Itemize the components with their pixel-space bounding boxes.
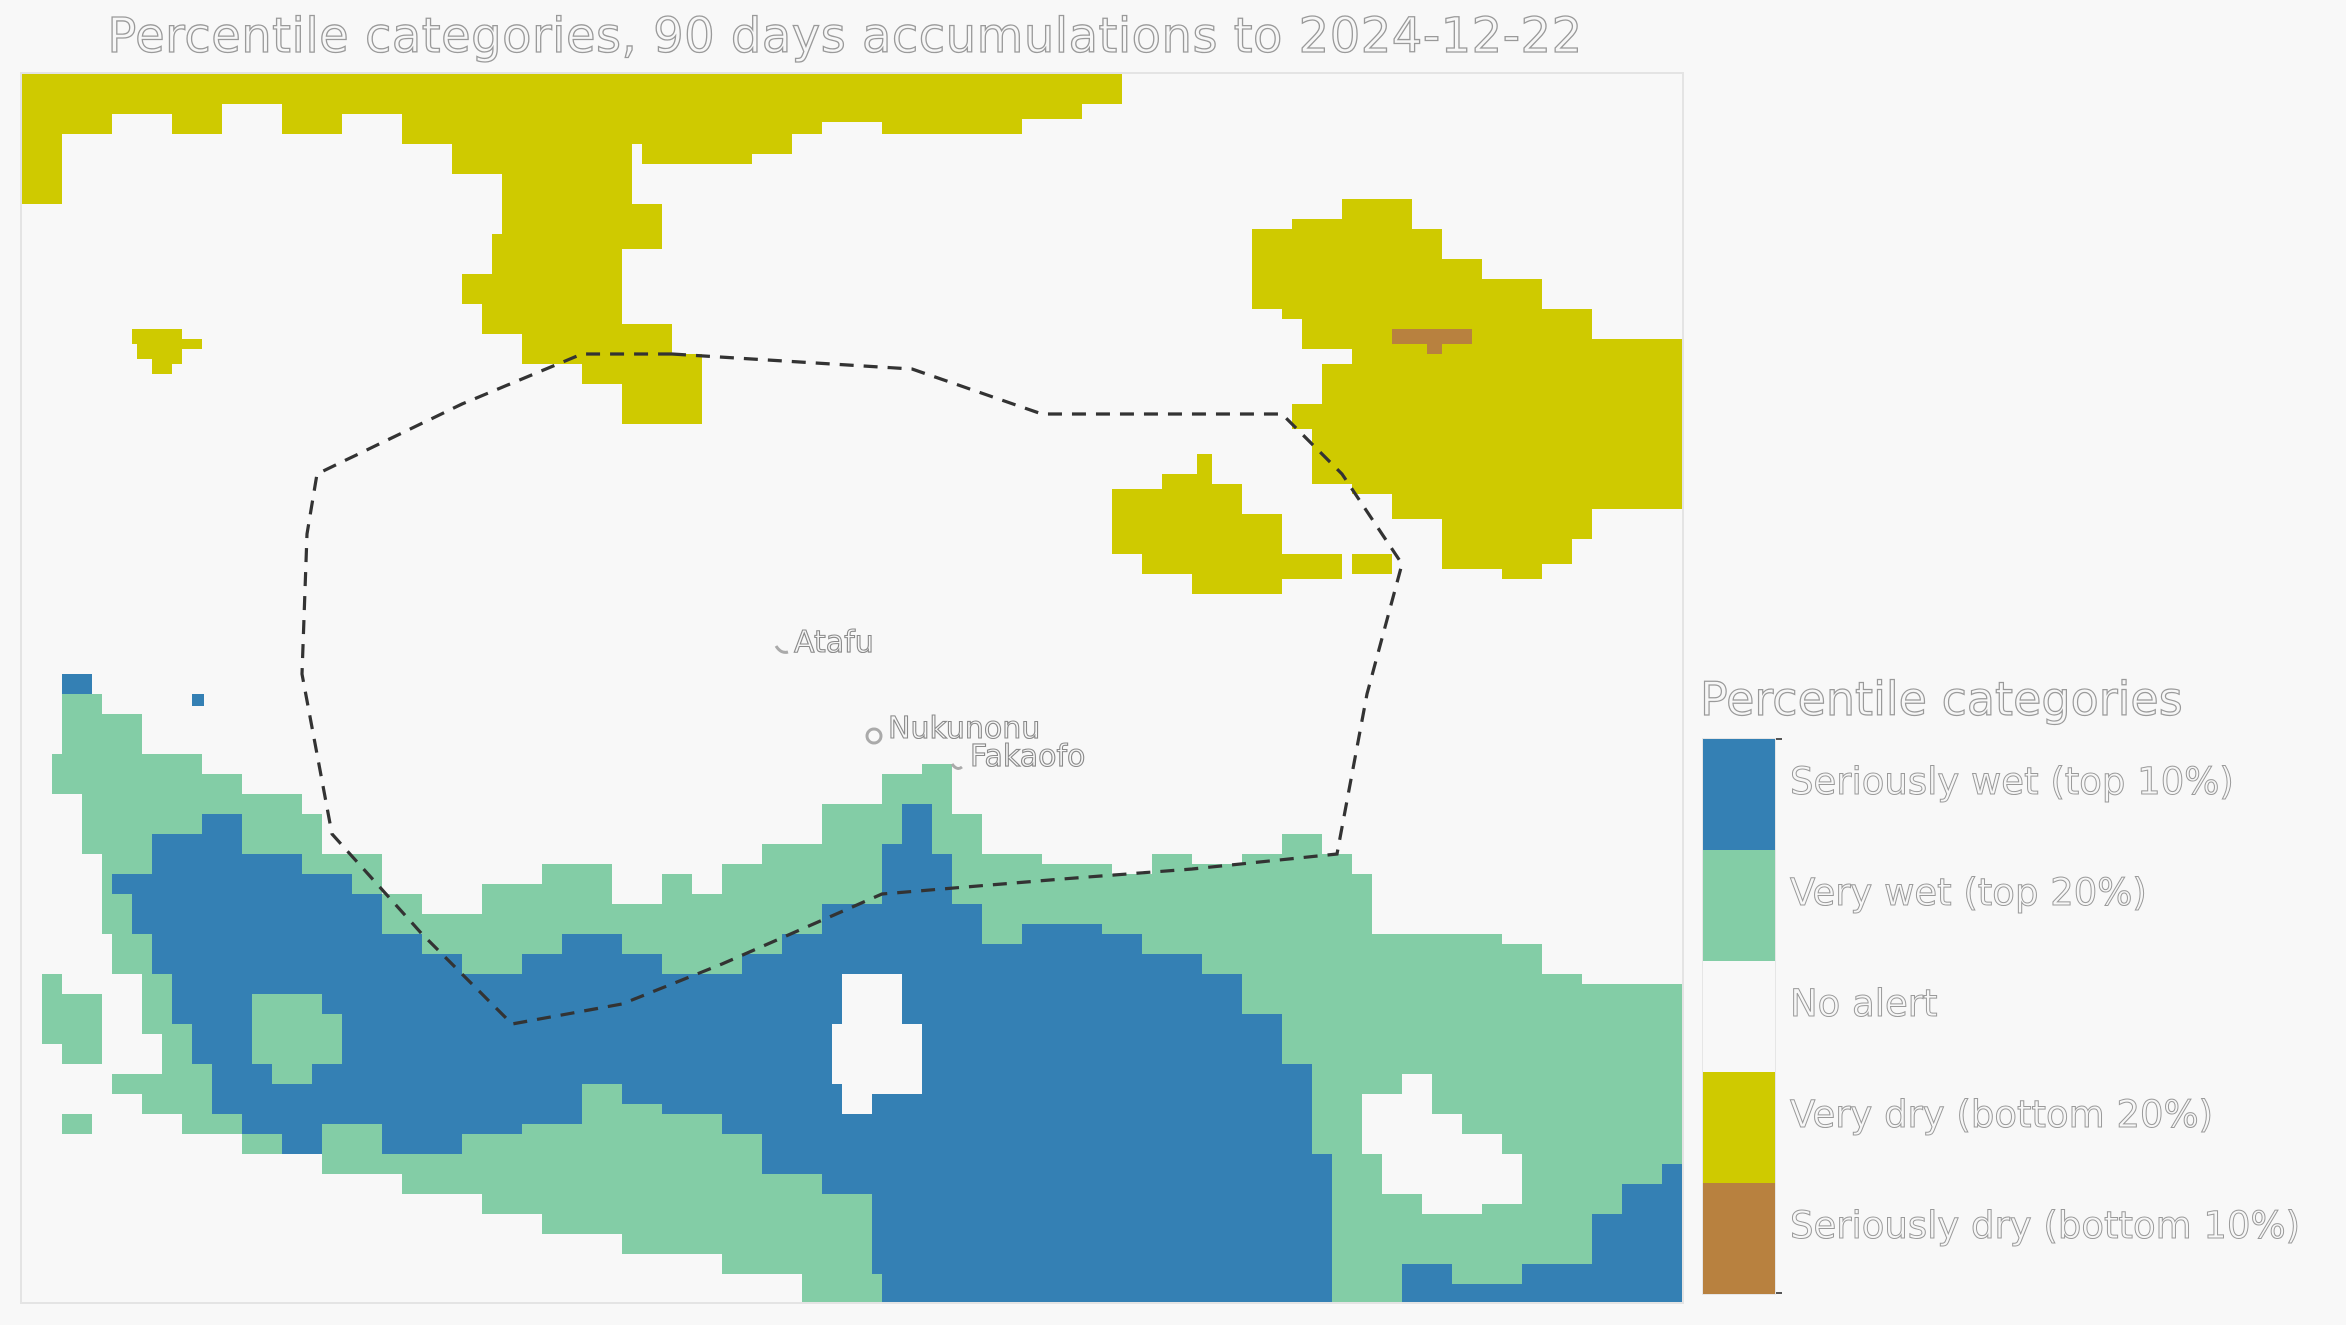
legend-label-very-dry: Very dry (bottom 20%) (1789, 1093, 2214, 1137)
legend: Percentile categories Seriously wet (top… (1699, 671, 2340, 1312)
legend-label-seriously-wet: Seriously wet (top 10%) (1790, 760, 2235, 804)
very-dry-patch-east (1112, 454, 1342, 594)
fakaofo-label: Fakaofo (970, 739, 1085, 774)
place-nukunonu[interactable]: Nukunonu (865, 710, 1041, 747)
seriously-wet-patch-east (1402, 1164, 1682, 1302)
no-alert-holes-east (1362, 1074, 1522, 1214)
very-dry-region-east (1252, 199, 1682, 579)
legend-label-no-alert: No alert (1790, 982, 1939, 1026)
no-alert-hole-east (1362, 1074, 1522, 1214)
seriously-wet-hole-1 (252, 994, 342, 1084)
legend-swatch-very-dry (1703, 1072, 1775, 1183)
map-canvas: Atafu Nukunonu Fakaofo (22, 74, 1682, 1302)
very-dry-region-northwest (22, 74, 1122, 424)
eez-boundary (300, 352, 1404, 1026)
legend-colorbar (1702, 738, 1776, 1295)
legend-tick (1776, 738, 1782, 740)
nukunonu-atoll-shape (865, 727, 883, 745)
map-title: Percentile categories, 90 days accumulat… (107, 7, 1583, 64)
place-fakaofo[interactable]: Fakaofo (950, 738, 1086, 775)
seriously-wet-region-southwest (112, 804, 1332, 1302)
legend-swatch-seriously-dry (1703, 1183, 1775, 1294)
legend-label-seriously-dry: Seriously dry (bottom 10%) (1789, 1204, 2301, 1248)
no-alert-hole-center (832, 974, 922, 1114)
very-wet-patch-west (42, 974, 102, 1064)
atafu-label: Atafu (794, 625, 874, 660)
very-dry-fleck-2 (1522, 554, 1542, 569)
fakaofo-atoll-shape (950, 763, 963, 770)
legend-title: Percentile categories (1699, 671, 2183, 726)
seriously-wet-fleck-2 (192, 694, 204, 706)
place-atafu[interactable]: Atafu (774, 624, 874, 661)
legend-label-very-wet: Very wet (top 20%) (1790, 871, 2148, 915)
atafu-atoll-shape (774, 645, 789, 654)
very-dry-fleck-1 (1352, 554, 1392, 574)
seriously-wet-fleck-1 (62, 674, 92, 694)
legend-swatch-no-alert (1703, 961, 1775, 1072)
rainfall-percentile-map[interactable]: Atafu Nukunonu Fakaofo (20, 72, 1684, 1304)
legend-swatch-very-wet (1703, 850, 1775, 961)
seriously-dry-patch (1392, 329, 1472, 354)
seriously-wet-regions (62, 674, 1682, 1302)
legend-swatch-seriously-wet (1703, 739, 1775, 850)
very-dry-patch-west (132, 329, 202, 374)
very-wet-fleck (62, 1114, 92, 1134)
legend-tick (1776, 1292, 1782, 1294)
nukunonu-label: Nukunonu (888, 711, 1040, 746)
very-dry-regions (22, 74, 1682, 594)
seriously-dry-regions (1392, 329, 1472, 354)
